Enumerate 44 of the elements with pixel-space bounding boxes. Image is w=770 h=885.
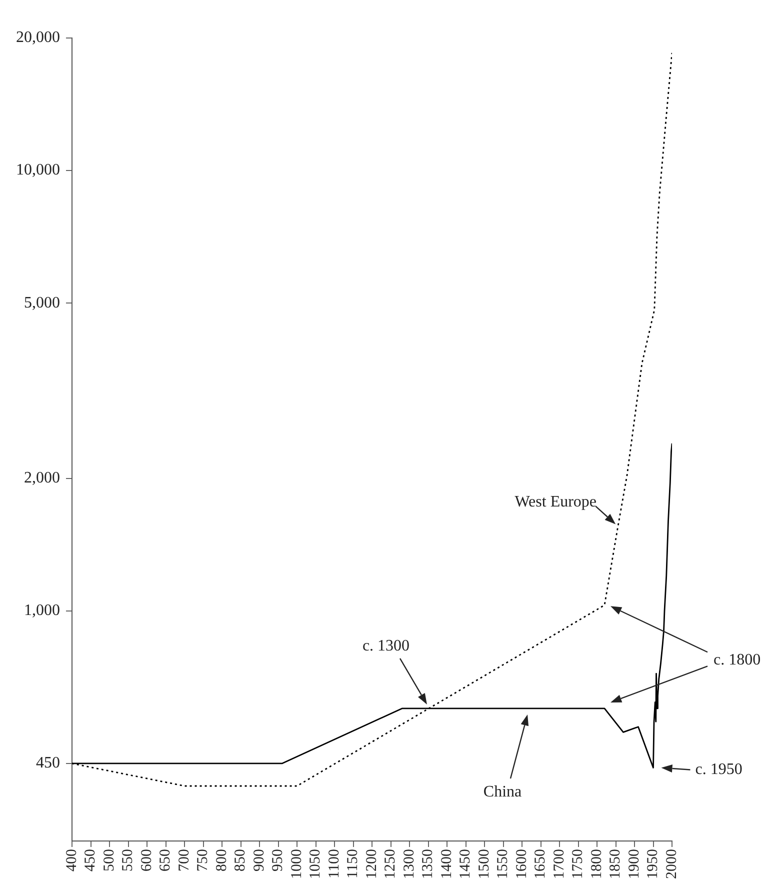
x-tick-label: 1900 [626, 849, 642, 879]
y-tick-label: 1,000 [24, 602, 60, 619]
x-tick-label: 650 [158, 849, 174, 872]
series-label: West Europe [514, 493, 597, 510]
x-tick-label: 1600 [514, 849, 530, 879]
x-tick-label: 1100 [326, 849, 342, 878]
x-tick-label: 1250 [382, 849, 399, 879]
y-tick-label: 450 [36, 754, 60, 772]
annotation: c. 1300 [362, 638, 410, 655]
x-tick-label: 2000 [664, 849, 680, 879]
x-tick-label: 1000 [288, 849, 305, 879]
x-tick-label: 1350 [420, 849, 436, 879]
annotation: c. 1950 [695, 760, 742, 778]
y-tick-label: 10,000 [16, 162, 60, 179]
x-tick-label: 1400 [438, 849, 455, 879]
x-tick-label: 550 [120, 849, 136, 872]
x-tick-label: 1550 [495, 849, 512, 879]
x-tick-label: 450 [82, 849, 99, 872]
x-tick-label: 1150 [345, 849, 362, 878]
y-tick-label: 5,000 [24, 294, 60, 312]
x-tick-label: 400 [64, 849, 80, 872]
x-tick-label: 900 [251, 849, 268, 872]
x-tick-label: 1850 [608, 849, 624, 879]
y-tick-label: 20,000 [16, 29, 60, 46]
x-tick-label: 1300 [401, 849, 418, 879]
x-tick-label: 1700 [551, 849, 568, 879]
x-tick-label: 1650 [532, 849, 549, 879]
x-tick-label: 1500 [476, 849, 492, 879]
x-tick-label: 1200 [364, 849, 380, 879]
x-tick-label: 1750 [570, 849, 586, 879]
x-tick-label: 1050 [308, 849, 324, 879]
x-tick-label: 1450 [458, 849, 474, 879]
x-tick-label: 600 [138, 849, 155, 872]
x-tick-label: 500 [101, 849, 118, 872]
x-tick-label: 850 [232, 849, 249, 872]
text: China [483, 784, 522, 801]
x-tick-label: 950 [270, 849, 286, 872]
y-tick-label: 2,000 [24, 469, 60, 486]
x-tick-label: 1800 [588, 849, 605, 879]
x-tick-label: 700 [176, 849, 192, 872]
x-tick-label: 800 [214, 849, 230, 872]
text: c. 1800 [714, 651, 761, 668]
x-tick-label: 1950 [645, 849, 662, 879]
x-tick-label: 750 [195, 849, 212, 872]
